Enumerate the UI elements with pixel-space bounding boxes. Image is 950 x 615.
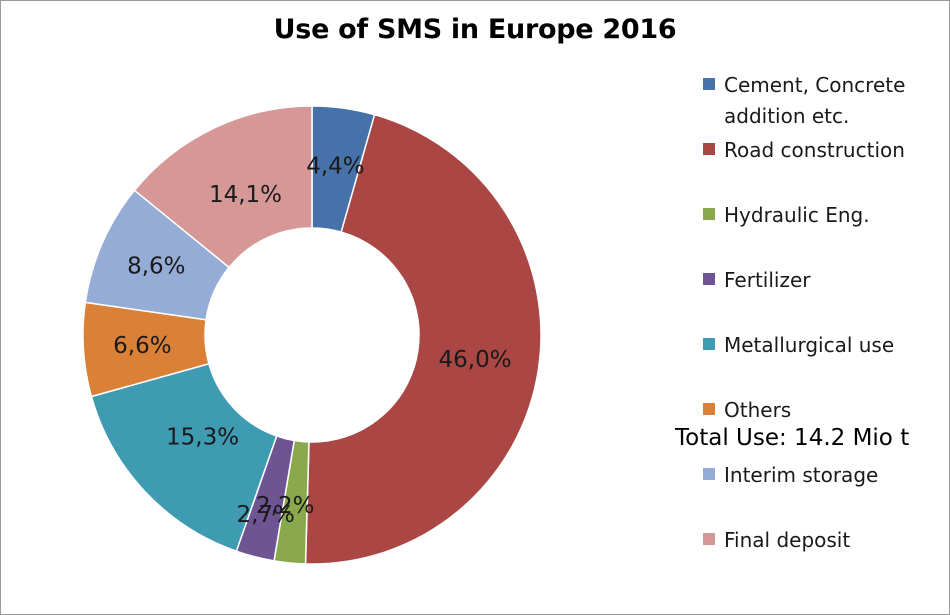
total-use-annotation: Total Use: 14.2 Mio t xyxy=(675,425,910,451)
data-label-others: 6,6% xyxy=(113,333,171,359)
chart-title: Use of SMS in Europe 2016 xyxy=(273,14,677,45)
data-label-road-construction: 46,0% xyxy=(439,347,512,373)
donut-slice-road-construction xyxy=(304,113,542,565)
donut-slice-metallurgical xyxy=(90,362,278,553)
data-label-final-deposit: 14,1% xyxy=(209,182,282,208)
data-label-interim-storage: 8,6% xyxy=(127,254,185,280)
data-label-metallurgical: 15,3% xyxy=(166,425,239,451)
data-label-hydraulic: 2,2% xyxy=(256,493,314,519)
donut-slice-final-deposit xyxy=(133,105,313,269)
data-label-fertilizer: 2,7% xyxy=(236,502,294,528)
data-label-cement: 4,4% xyxy=(306,154,364,180)
